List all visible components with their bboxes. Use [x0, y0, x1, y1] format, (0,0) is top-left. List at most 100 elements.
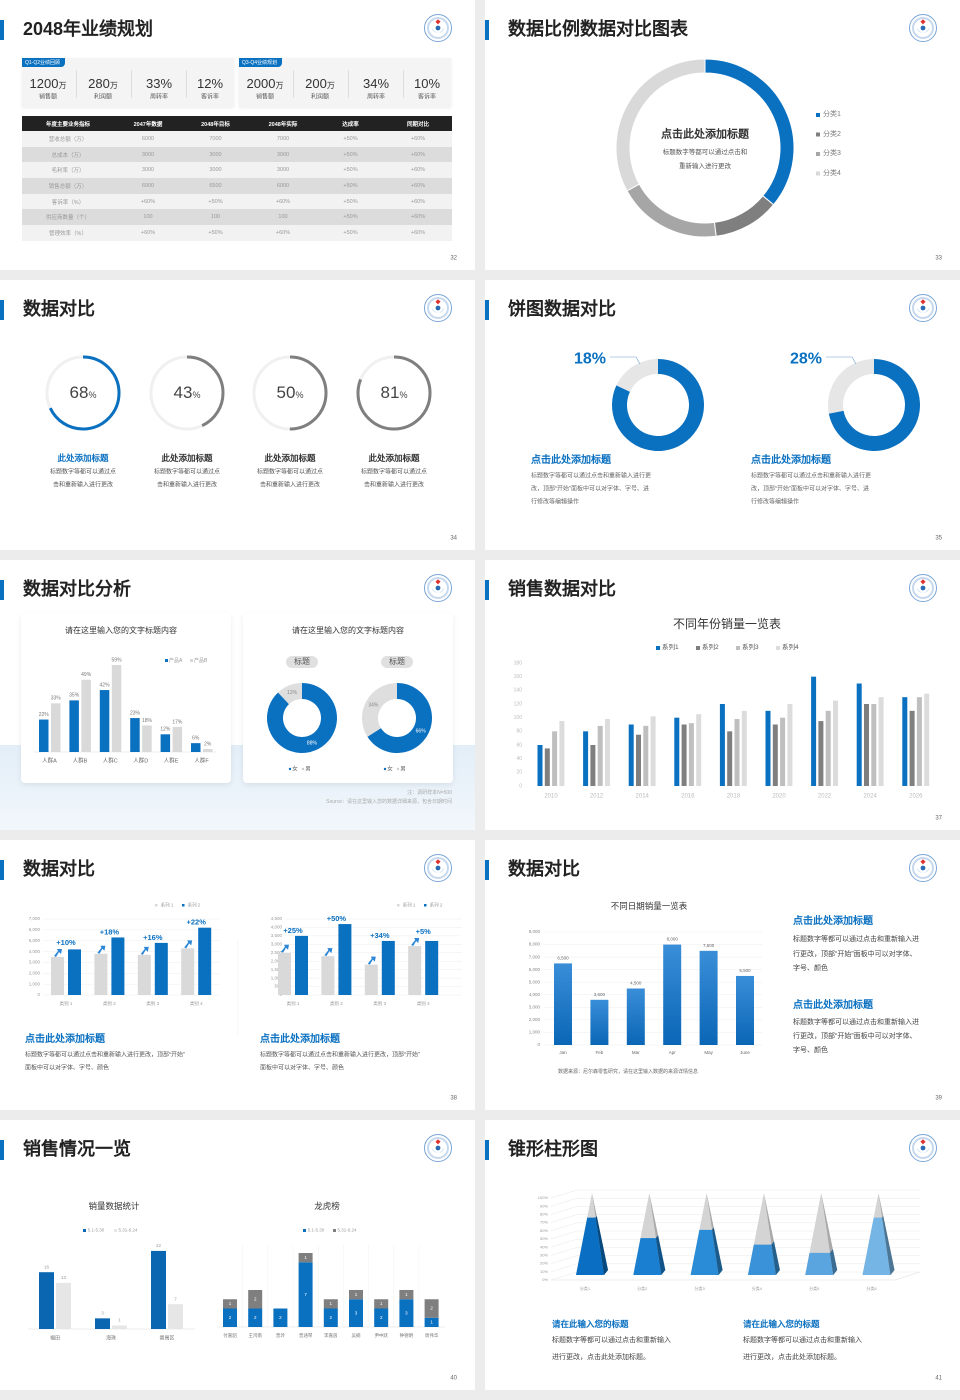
bar-data-label: 2 [380, 1315, 383, 1320]
table-cell: +60% [384, 193, 452, 210]
bar-data-label: 1 [430, 1320, 433, 1325]
table-cell: +60% [384, 209, 452, 226]
stacked-bar-segment [323, 1299, 338, 1309]
logo-inner-ring [427, 17, 449, 39]
kpi-divider [186, 70, 187, 98]
bar [203, 749, 213, 752]
bar-data-label: 1 [355, 1292, 358, 1297]
y-tick-label: 4,000 [271, 925, 283, 930]
logo-emblem [424, 14, 452, 42]
slide-title: 数据对比 [23, 299, 95, 320]
x-tick-label: Jan [559, 1050, 567, 1055]
kpi-value: 200 [305, 76, 327, 92]
item-desc: 标题数字等都可以通过点 [360, 469, 428, 476]
bar [696, 714, 702, 786]
bar [137, 954, 151, 995]
donut-label-pill: 标题 [381, 656, 413, 668]
bar-data-label: 7 [304, 1292, 307, 1297]
logo-emblem [424, 1134, 452, 1162]
table-cell: 6000 [114, 178, 182, 194]
logo-hands [431, 1147, 445, 1153]
stacked-bar-segment [374, 1299, 389, 1309]
table-cell: 3000 [114, 146, 182, 163]
gridline [550, 1214, 920, 1223]
table-cell: 管理效率（%） [22, 225, 114, 241]
bar-data-label: 1 [229, 1301, 232, 1306]
legend-item: 女 [292, 764, 298, 772]
bar-data-label: 3 [355, 1310, 358, 1315]
bar [39, 1272, 54, 1329]
donut-data-label: 34% [368, 702, 379, 708]
legend-item: 分类2 [823, 130, 841, 138]
logo-emblem [424, 574, 452, 602]
progress-value: 68% [70, 383, 97, 403]
y-tick-label: 80 [516, 729, 522, 735]
chart-title: 请在这里输入您的文字标题内容 [292, 626, 404, 636]
x-tick-label: May [704, 1050, 713, 1055]
title-accent-bar [485, 20, 489, 40]
page-number: 34 [450, 535, 457, 542]
gridline [550, 1206, 920, 1215]
bar [916, 697, 922, 786]
logo-inner-ring [427, 297, 449, 319]
item-desc: 行修改等编辑操作 [751, 499, 800, 506]
pyramid-bar-front [805, 1252, 834, 1275]
bar [425, 940, 439, 995]
item-desc: 标题数字等都可以通过点 [153, 469, 221, 476]
chart-title: 不同日期销量一览表 [610, 900, 688, 911]
donut-slice-main [612, 359, 704, 451]
bar [95, 1318, 110, 1329]
stacked-bar-segment [273, 1308, 288, 1327]
logo-hands [916, 867, 930, 873]
logo-inner-ring [912, 857, 934, 879]
legend-swatch [190, 659, 193, 662]
slide-36: 数据对比分析3622%33%人群A35%49%人群B42%59%人群C23%18… [0, 560, 475, 830]
kpi-unit: 万 [326, 81, 335, 91]
slide-38: 数据对比 38 0 1,000 2,000 3,000 4,000 5,000 6,000 7,0… [0, 840, 475, 1110]
kpi-value: 33% [145, 76, 173, 92]
y-tick-label: 70% [540, 1220, 548, 1225]
percent-label: 28% [789, 350, 823, 368]
logo-hands [431, 587, 445, 593]
y-tick-label: 160 [514, 674, 523, 680]
logo-hands [431, 27, 445, 33]
bar-data-label: 1 [380, 1301, 383, 1306]
logo-figure [435, 865, 441, 871]
donut-slice [267, 683, 337, 753]
logo-cross [920, 579, 926, 585]
bar [833, 700, 838, 786]
donut-slice [367, 683, 432, 753]
block-desc: 字号、颜色 [793, 964, 828, 972]
x-tick-label: Mar [632, 1050, 640, 1055]
bar [626, 988, 645, 1045]
kpi-value: 1200 [29, 76, 59, 92]
legend-item: 系列2 [702, 644, 719, 652]
bar-data-label: 2 [254, 1315, 257, 1320]
slide-33: 数据比例数据对比图表 33 点击此处添加标题 标题数字等都可以通过点击和 重新输入进行更… [485, 0, 960, 270]
table-cell: +50% [182, 193, 249, 210]
block-desc: 进行更改，点击此处添加标题。 [743, 1353, 841, 1361]
x-tick-label: 2022 [818, 794, 832, 800]
x-tick-label: 类别 3 [373, 1000, 386, 1007]
bar [151, 1250, 166, 1329]
bar [727, 731, 733, 786]
logo-cross [920, 859, 926, 865]
bar [198, 927, 212, 995]
bar-data-label: 3 [101, 1311, 104, 1316]
y-tick-label: 2,000 [271, 958, 283, 963]
page-number: 33 [935, 255, 942, 262]
logo-inner-ring [427, 1137, 449, 1159]
chart-title: 不同年份销量一览表 [672, 616, 782, 631]
progress-ring-fill [149, 355, 225, 431]
logo-cross [435, 1139, 441, 1145]
kpi-value: 280 [88, 76, 110, 92]
progress-unit: % [295, 389, 304, 400]
kpi-value: 34% [362, 76, 390, 92]
progress-ring-fill [356, 355, 432, 431]
title-accent-bar [0, 580, 4, 600]
x-tick-label: 人群B [73, 756, 88, 764]
bar-data-label: 13 [61, 1275, 67, 1280]
x-tick-label: 2010 [544, 794, 558, 800]
bar [69, 700, 79, 752]
